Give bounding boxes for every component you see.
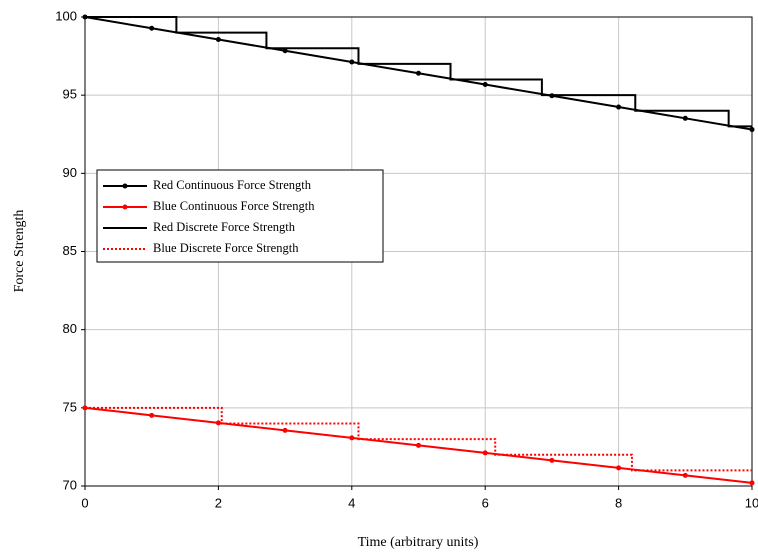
point-marker <box>215 420 221 426</box>
point-marker <box>282 427 288 433</box>
y-tick-label: 70 <box>63 477 77 492</box>
legend: Red Continuous Force Strength Blue Contin… <box>96 169 384 263</box>
x-axis-label: Time (arbitrary units) <box>358 535 479 550</box>
point-marker <box>482 450 488 456</box>
point-marker <box>215 37 221 43</box>
series-line <box>85 16 752 128</box>
point-marker <box>282 48 288 54</box>
point-marker <box>416 442 421 448</box>
y-tick-label: 80 <box>63 321 77 336</box>
x-tick-label: 0 <box>81 495 88 510</box>
legend-marker <box>122 204 128 210</box>
point-marker <box>149 412 155 418</box>
y-tick-label: 90 <box>63 165 77 180</box>
point-marker <box>149 25 155 31</box>
legend-marker <box>122 183 128 189</box>
point-marker <box>682 115 688 121</box>
y-tick-label: 75 <box>63 399 77 414</box>
x-tick-label: 10 <box>745 495 758 510</box>
x-tick-label: 4 <box>348 495 355 510</box>
point-marker <box>749 480 755 486</box>
legend-label: Blue Discrete Force Strength <box>153 241 299 255</box>
point-marker <box>549 457 555 463</box>
point-marker <box>416 70 421 76</box>
y-tick-label: 85 <box>63 243 77 258</box>
x-tick-label: 6 <box>482 495 489 510</box>
x-tick-label: 8 <box>615 495 622 510</box>
x-tick-label: 2 <box>215 495 222 510</box>
y-axis-label: Force Strength <box>12 210 27 293</box>
point-marker <box>616 465 622 471</box>
point-marker <box>749 127 755 133</box>
plot-frame <box>84 16 753 487</box>
legend-label: Red Continuous Force Strength <box>153 178 312 192</box>
point-marker <box>682 472 688 478</box>
point-marker <box>616 104 622 110</box>
y-tick-label: 100 <box>55 8 77 23</box>
legend-label: Red Discrete Force Strength <box>153 220 296 234</box>
point-marker <box>349 435 355 441</box>
legend-label: Blue Continuous Force Strength <box>153 199 315 213</box>
point-marker <box>482 82 488 88</box>
point-marker <box>349 59 355 65</box>
y-tick-label: 95 <box>63 87 77 102</box>
series-line <box>85 406 752 472</box>
